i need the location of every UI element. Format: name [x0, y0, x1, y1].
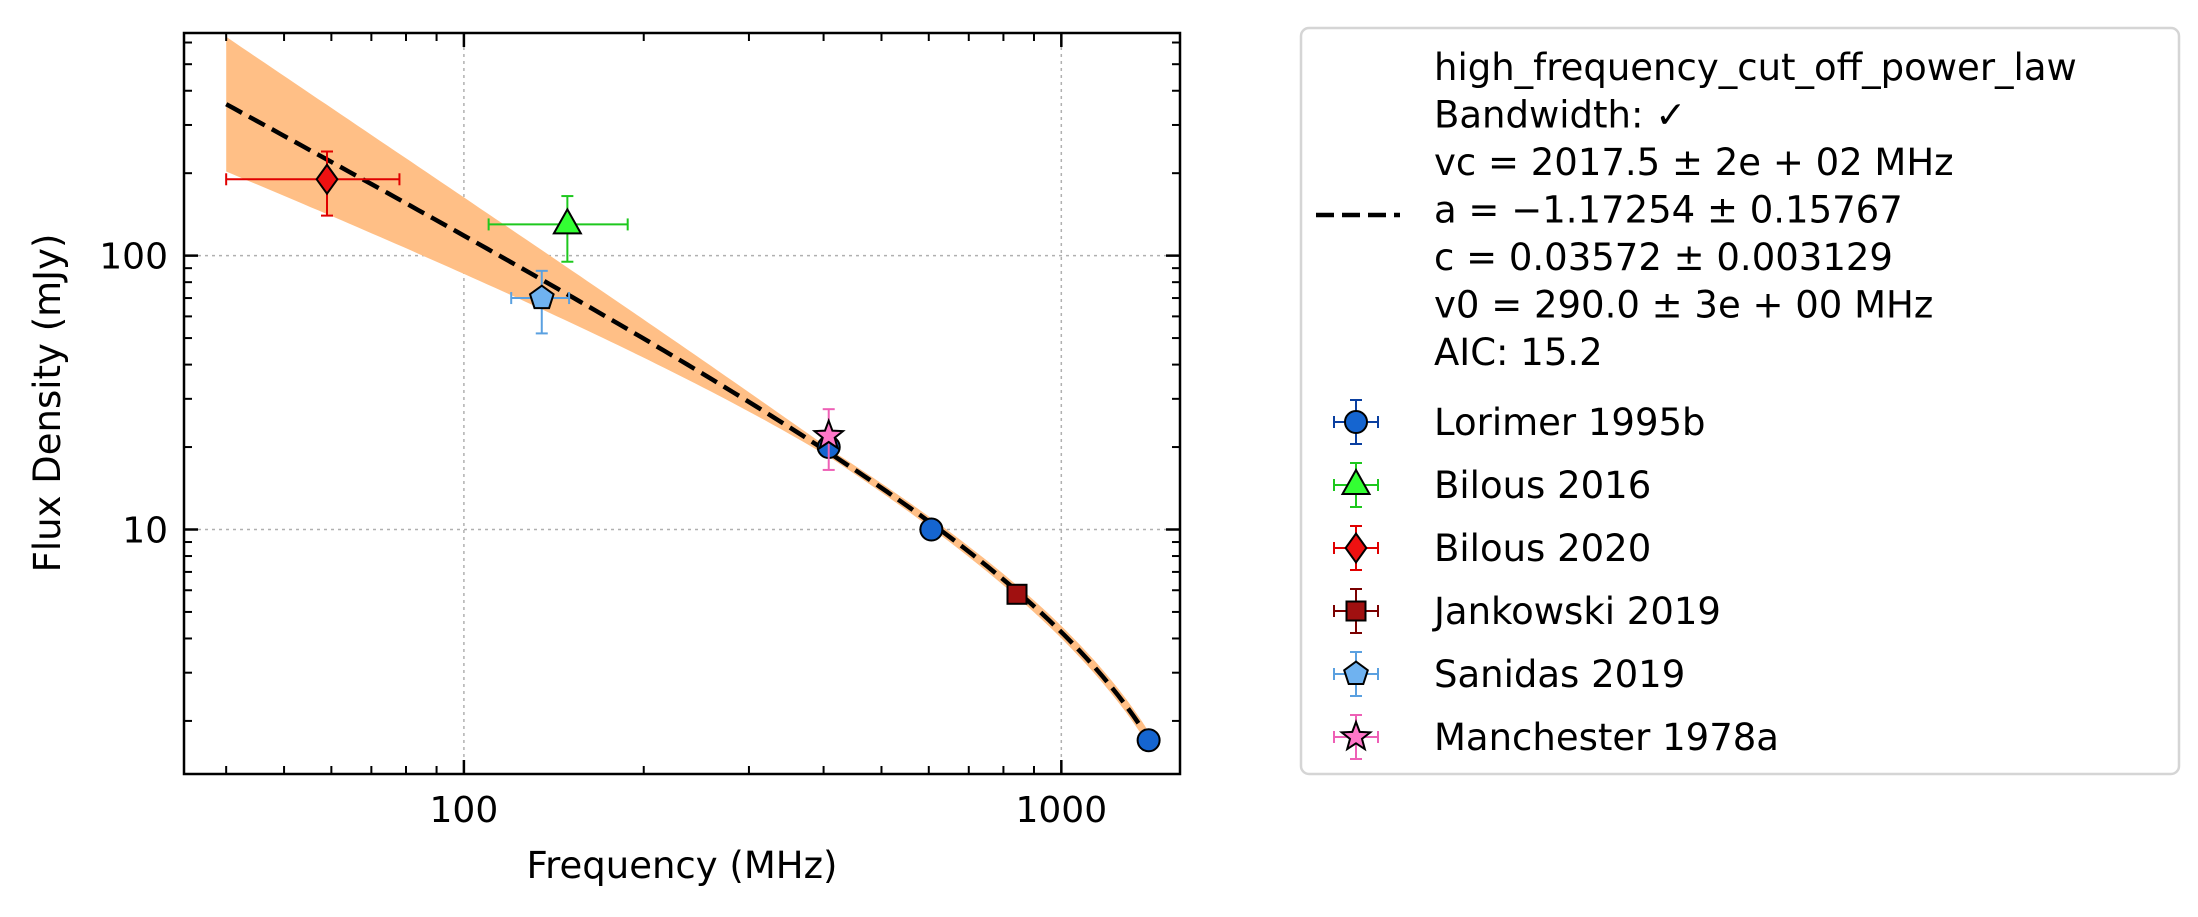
series-manchester-1978a	[811, 408, 846, 471]
tick-labels: 100 1000 10 100	[99, 237, 1107, 831]
legend-label: Sanidas 2019	[1434, 653, 1685, 696]
legend-fit-line-4: c = 0.03572 ± 0.003129	[1434, 236, 1893, 279]
legend-label: Bilous 2020	[1434, 527, 1651, 570]
y-tick-label: 100	[99, 237, 168, 278]
x-tick-label: 1000	[1016, 790, 1108, 831]
data-point	[919, 517, 944, 542]
legend-marker	[1338, 719, 1374, 752]
legend-fit-entry: high_frequency_cut_off_power_law Bandwidt…	[1316, 46, 2077, 374]
legend-marker	[1344, 531, 1368, 565]
grid	[184, 33, 1180, 774]
plot-area	[225, 36, 1161, 753]
data-point	[1136, 728, 1161, 753]
legend-entry: Bilous 2020	[1333, 525, 1651, 571]
data-point	[1006, 583, 1028, 605]
legend-fit-line-6: AIC: 15.2	[1434, 331, 1603, 374]
x-axis-label: Frequency (MHz)	[527, 844, 838, 887]
legend-box	[1299, 26, 2181, 776]
legend-entry: Bilous 2016	[1333, 462, 1651, 508]
legend-marker	[1344, 410, 1368, 434]
legend-marker	[1343, 660, 1369, 685]
legend-marker	[1340, 467, 1372, 495]
legend-fit-line-1: Bandwidth: ✓	[1434, 94, 1686, 137]
legend-entry: Jankowski 2019	[1333, 588, 1721, 634]
y-tick-label: 10	[122, 510, 168, 551]
data-point	[552, 207, 583, 235]
x-tick-label: 100	[430, 790, 499, 831]
y-axis-label: Flux Density (mJy)	[26, 234, 69, 573]
legend-label: Bilous 2016	[1434, 464, 1651, 507]
data-point	[315, 163, 339, 196]
series-bilous-2020	[225, 150, 401, 217]
legend: high_frequency_cut_off_power_law Bandwidt…	[1299, 26, 2181, 776]
series-bilous-2016	[487, 195, 629, 263]
legend-fit-line-5: v0 = 290.0 ± 3e + 00 MHz	[1434, 284, 1933, 327]
fit-line	[225, 102, 1151, 740]
legend-fit-line-0: high_frequency_cut_off_power_law	[1434, 46, 2077, 89]
data-points	[225, 150, 1161, 753]
legend-entry: Lorimer 1995b	[1333, 399, 1706, 445]
plot-frame	[182, 31, 1182, 776]
legend-label: Lorimer 1995b	[1434, 401, 1706, 444]
fit-uncertainty-band	[226, 36, 1149, 746]
data-point	[811, 417, 846, 451]
legend-series-entries: Lorimer 1995b Bilous 2016 Bilous 2020 Janko…	[1333, 399, 1779, 760]
legend-fit-line-3: a = −1.17254 ± 0.15767	[1434, 189, 1903, 232]
legend-label: Jankowski 2019	[1432, 590, 1721, 633]
legend-marker	[1345, 600, 1367, 622]
legend-entry: Manchester 1978a	[1333, 714, 1779, 760]
legend-label: Manchester 1978a	[1434, 716, 1779, 759]
series-sanidas-2019	[510, 269, 571, 335]
legend-fit-line-2: vc = 2017.5 ± 2e + 02 MHz	[1434, 141, 1954, 184]
series-jankowski-2019	[1006, 583, 1028, 605]
axis-ticks	[184, 33, 1180, 774]
data-point	[528, 284, 555, 310]
legend-entry: Sanidas 2019	[1333, 651, 1685, 697]
